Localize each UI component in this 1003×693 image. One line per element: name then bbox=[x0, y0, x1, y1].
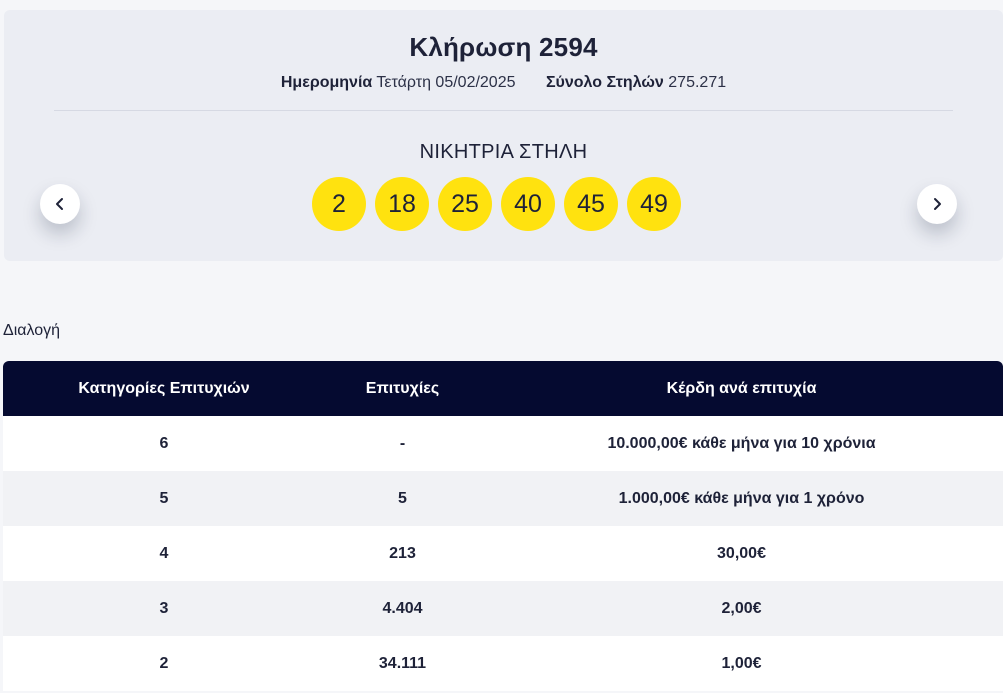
draw-title: Κλήρωση 2594 bbox=[409, 32, 598, 62]
header-prize: Κέρδη ανά επιτυχία bbox=[666, 379, 817, 397]
cell-winners: 4.404 bbox=[382, 599, 423, 617]
cell-prize: 10.000,00€ κάθε μήνα για 10 χρόνια bbox=[607, 434, 876, 452]
table-row: 5 5 1.000,00€ κάθε μήνα για 1 χρόνο bbox=[3, 471, 1003, 526]
cell-category: 4 bbox=[159, 544, 169, 562]
cell-winners: 34.111 bbox=[378, 654, 427, 672]
total-columns-value: 275.271 bbox=[668, 74, 727, 91]
number-ball: 2 bbox=[312, 177, 366, 231]
cell-winners: 213 bbox=[389, 544, 416, 562]
winning-column-label: ΝΙΚΗΤΡΙΑ ΣΤΗΛΗ bbox=[419, 141, 588, 163]
section-label: Διαλογή bbox=[3, 322, 61, 339]
cell-category: 2 bbox=[159, 654, 169, 672]
cell-category: 3 bbox=[159, 599, 169, 617]
table-row: 6 - 10.000,00€ κάθε μήνα για 10 χρόνια bbox=[3, 416, 1003, 471]
cell-prize: 2,00€ bbox=[721, 599, 762, 617]
number-ball: 45 bbox=[564, 177, 618, 231]
draw-meta: Ημερομηνία Τετάρτη 05/02/2025 Σύνολο Στη… bbox=[4, 74, 1003, 92]
divider bbox=[54, 110, 953, 111]
table-row: 3 4.404 2,00€ bbox=[3, 581, 1003, 636]
cell-category: 5 bbox=[159, 489, 169, 507]
cell-winners: - bbox=[399, 434, 406, 452]
winning-numbers: 2 18 25 40 45 49 bbox=[312, 177, 681, 231]
table-row: 2 34.111 1,00€ bbox=[3, 636, 1003, 691]
total-columns-label: Σύνολο Στηλών bbox=[545, 74, 664, 91]
header-category: Κατηγορίες Επιτυχιών bbox=[78, 379, 250, 397]
draw-total-columns: Σύνολο Στηλών 275.271 bbox=[546, 74, 726, 92]
cell-winners: 5 bbox=[398, 489, 407, 507]
chevron-right-icon bbox=[930, 197, 944, 211]
next-draw-button[interactable] bbox=[917, 184, 957, 224]
number-ball: 40 bbox=[501, 177, 555, 231]
cell-prize: 30,00€ bbox=[717, 544, 766, 562]
previous-draw-button[interactable] bbox=[40, 184, 80, 224]
number-ball: 49 bbox=[627, 177, 681, 231]
table-header: Κατηγορίες Επιτυχιών Επιτυχίες Κέρδη ανά… bbox=[3, 361, 1003, 416]
cell-prize: 1,00€ bbox=[721, 654, 762, 672]
results-table: Κατηγορίες Επιτυχιών Επιτυχίες Κέρδη ανά… bbox=[3, 361, 1003, 691]
draw-card: Κλήρωση 2594 Ημερομηνία Τετάρτη 05/02/20… bbox=[4, 10, 1003, 261]
header-winners: Επιτυχίες bbox=[365, 379, 440, 397]
draw-date-value: Τετάρτη 05/02/2025 bbox=[376, 74, 516, 91]
number-ball: 18 bbox=[375, 177, 429, 231]
table-row: 4 213 30,00€ bbox=[3, 526, 1003, 581]
cell-category: 6 bbox=[159, 434, 169, 452]
draw-date: Ημερομηνία Τετάρτη 05/02/2025 bbox=[281, 74, 516, 92]
draw-date-label: Ημερομηνία bbox=[280, 74, 373, 91]
number-ball: 25 bbox=[438, 177, 492, 231]
chevron-left-icon bbox=[53, 197, 67, 211]
cell-prize: 1.000,00€ κάθε μήνα για 1 χρόνο bbox=[618, 489, 865, 507]
